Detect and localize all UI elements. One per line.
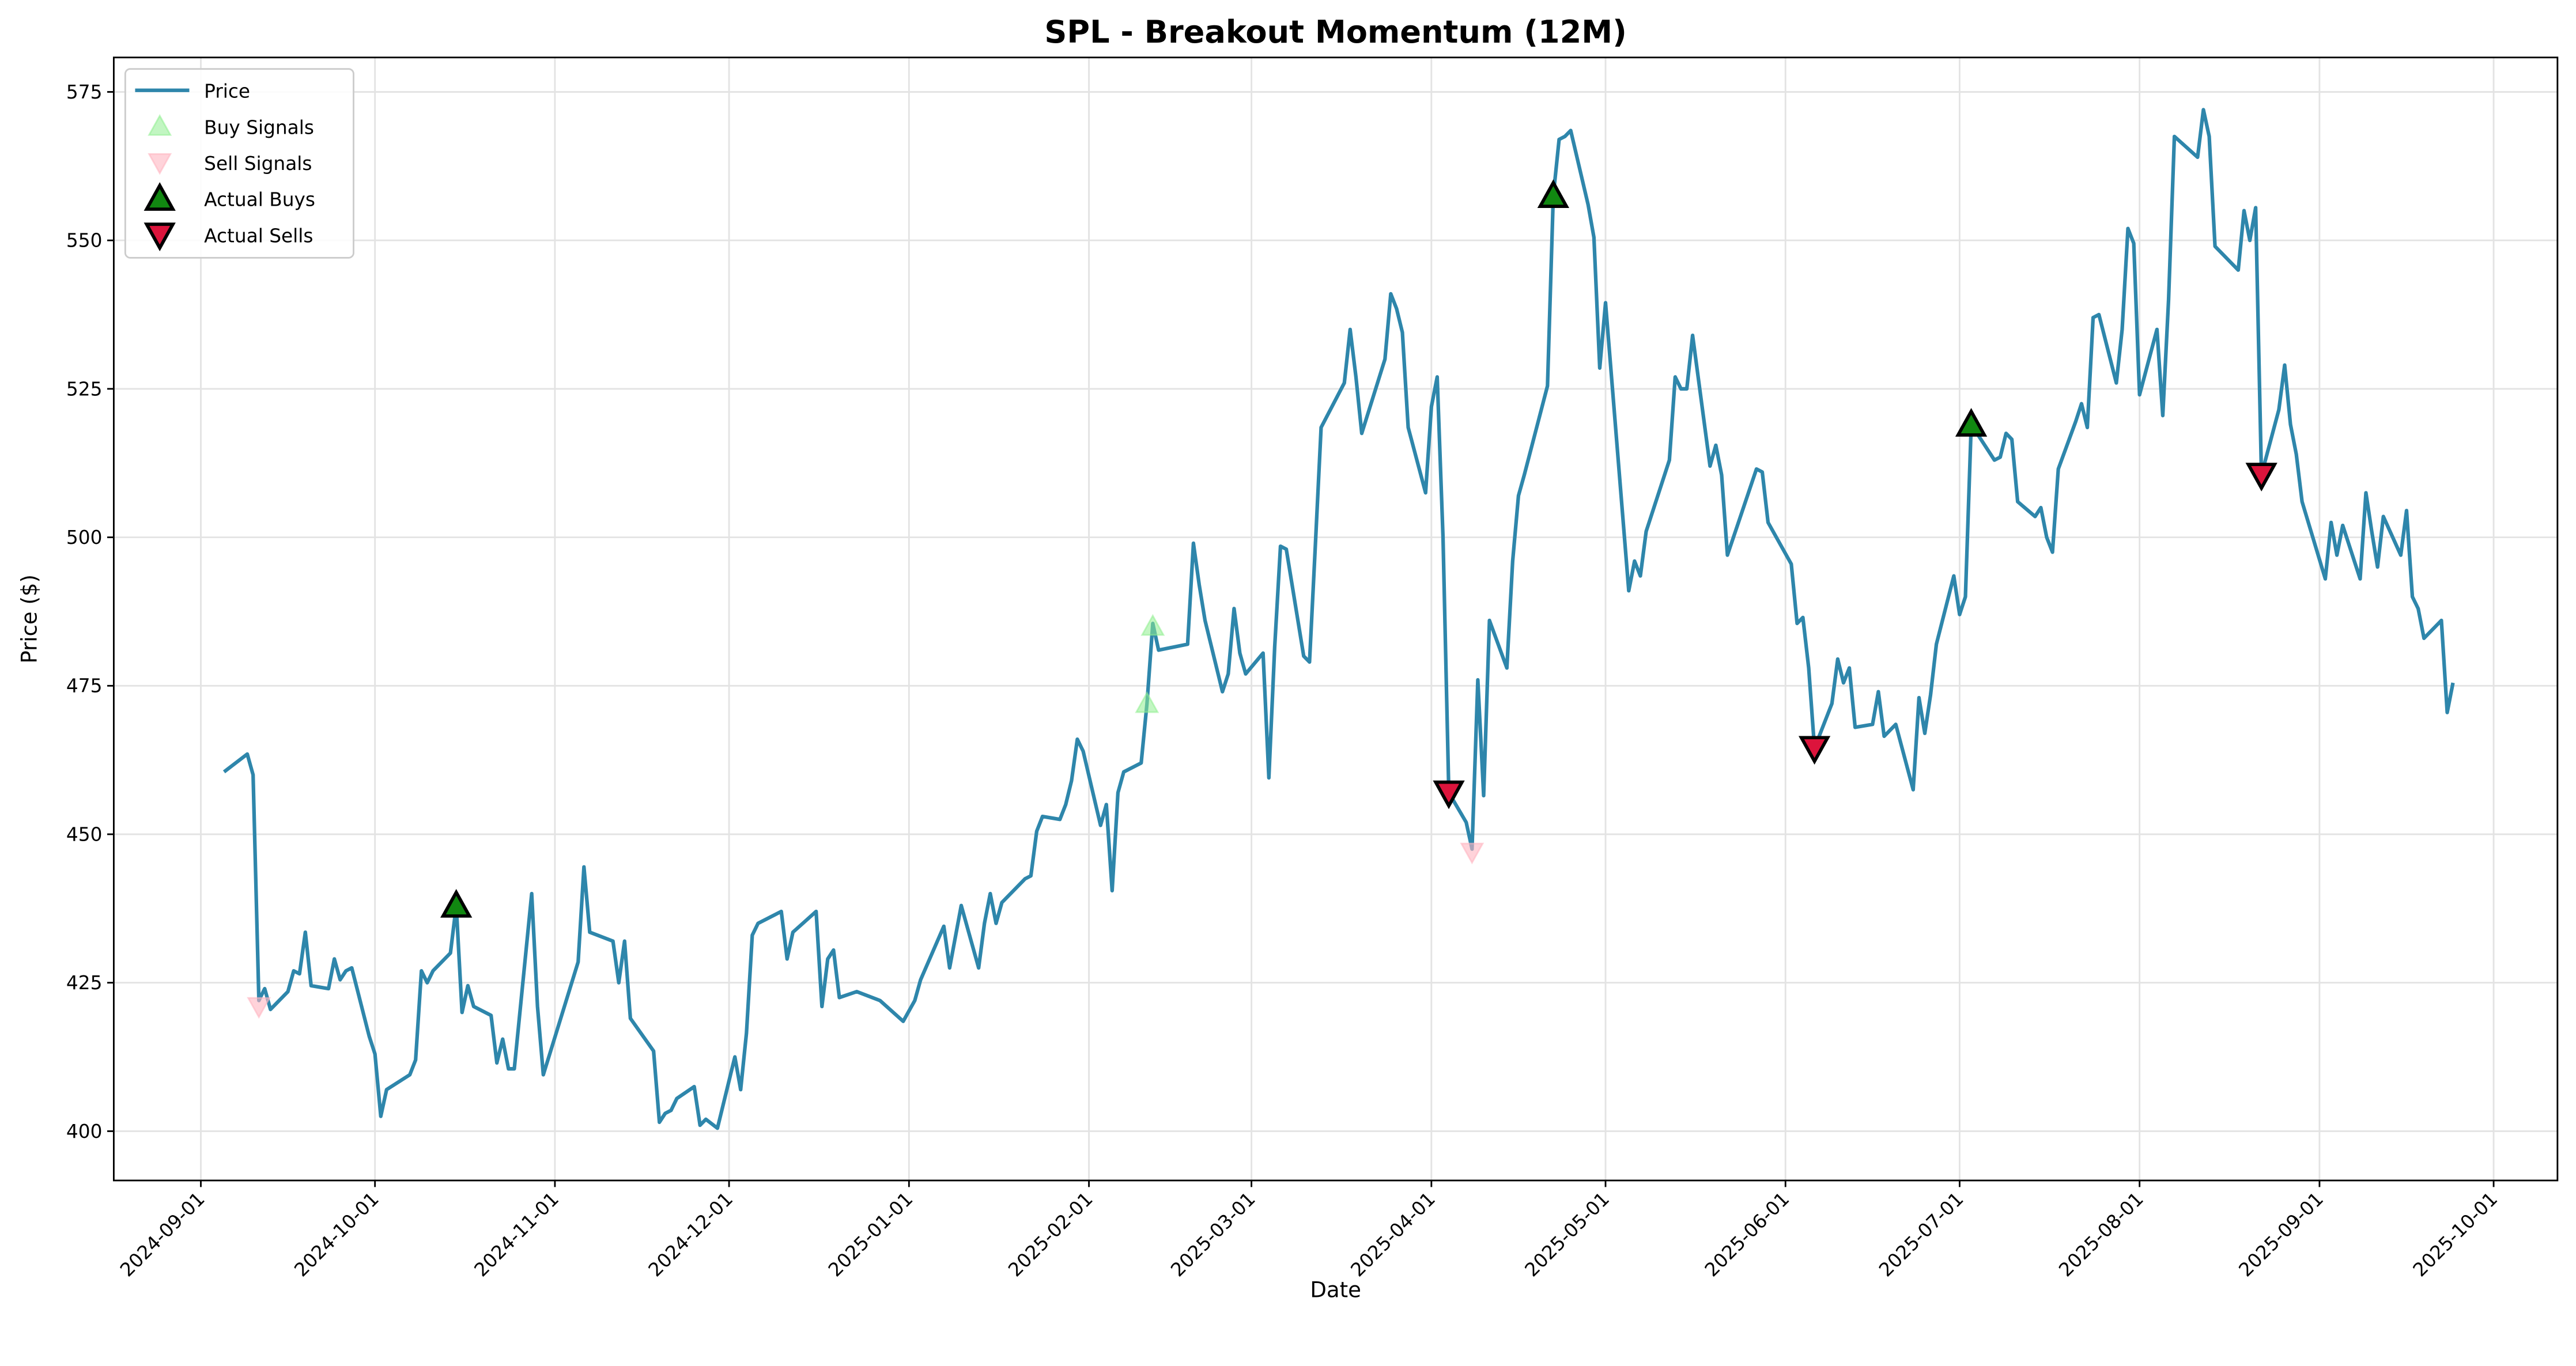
y-tick-label: 500 bbox=[66, 527, 103, 548]
legend-box bbox=[124, 68, 354, 259]
y-tick-label: 400 bbox=[66, 1121, 103, 1142]
legend-label: Price bbox=[204, 81, 250, 103]
y-tick-label: 525 bbox=[66, 378, 103, 400]
legend-swatch bbox=[143, 182, 176, 211]
signal-marker bbox=[440, 889, 473, 918]
y-axis-label: Price ($) bbox=[17, 574, 41, 664]
legend-swatch bbox=[148, 153, 172, 175]
legend-swatch bbox=[148, 113, 172, 136]
y-tick-label: 425 bbox=[66, 972, 103, 994]
signal-marker bbox=[1955, 408, 1988, 437]
signal-marker bbox=[2245, 463, 2277, 492]
y-tick-label: 475 bbox=[66, 675, 103, 697]
signal-marker bbox=[247, 997, 271, 1019]
signal-marker bbox=[1135, 691, 1159, 713]
legend-label: Sell Signals bbox=[204, 153, 312, 175]
chart-title: SPL - Breakout Momentum (12M) bbox=[1044, 14, 1626, 50]
legend: Price Buy Signals Sell Signals Actual Buys A… bbox=[124, 68, 354, 259]
y-tick-label: 575 bbox=[66, 81, 103, 103]
signal-marker bbox=[1798, 736, 1831, 765]
legend-swatch bbox=[143, 222, 176, 252]
signal-marker bbox=[1460, 842, 1485, 865]
price-line bbox=[222, 108, 2455, 1130]
y-tick-label: 450 bbox=[66, 823, 103, 845]
signal-marker bbox=[1433, 780, 1465, 809]
legend-label: Actual Sells bbox=[204, 225, 313, 247]
signal-marker bbox=[1140, 614, 1165, 636]
y-tick-label: 550 bbox=[66, 230, 103, 252]
signal-marker bbox=[1537, 179, 1569, 209]
plot-frame bbox=[112, 56, 2559, 1182]
legend-label: Buy Signals bbox=[204, 116, 314, 138]
x-axis-label: Date bbox=[1310, 1277, 1361, 1302]
legend-label: Actual Buys bbox=[204, 189, 315, 211]
